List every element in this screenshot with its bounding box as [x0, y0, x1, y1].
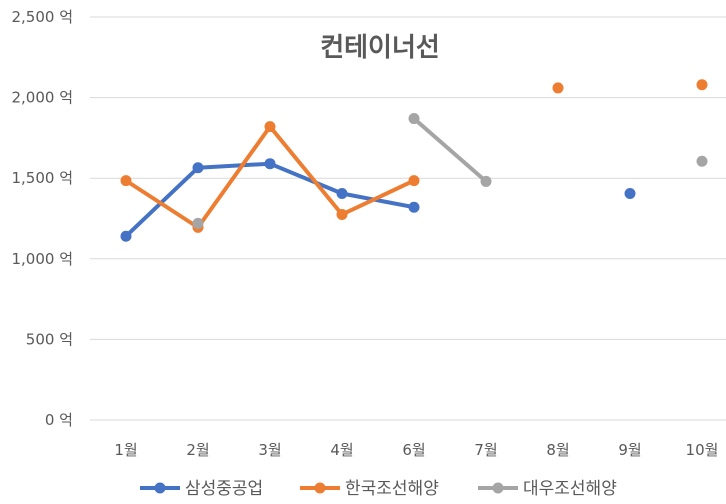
data-point	[408, 113, 420, 125]
legend-item: 한국조선해양	[300, 479, 439, 499]
data-point	[336, 188, 348, 200]
data-point	[696, 79, 708, 91]
data-point	[120, 230, 132, 242]
data-point	[264, 158, 276, 170]
x-tick-label: 8월	[546, 441, 569, 459]
data-point	[336, 208, 348, 220]
x-tick-label: 10월	[686, 441, 719, 459]
data-point	[408, 201, 420, 213]
legend-item: 대우조선해양	[478, 479, 617, 499]
data-point	[192, 162, 204, 174]
y-tick-label: 500 억	[26, 330, 73, 348]
x-axis: 1월 2월 3월 4월 6월 7월 8월 9월 10월	[114, 441, 718, 459]
data-point	[408, 175, 420, 187]
gridlines	[90, 16, 726, 421]
y-tick-label: 2,500 억	[11, 8, 73, 26]
data-point	[624, 188, 636, 200]
y-tick-label: 2,000 억	[11, 89, 73, 107]
x-tick-label: 3월	[258, 441, 281, 459]
x-tick-label: 7월	[474, 441, 497, 459]
legend: 삼성중공업 한국조선해양 대우조선해양	[140, 479, 617, 499]
series-1	[120, 158, 636, 242]
y-tick-label: 0 억	[45, 411, 73, 429]
x-tick-label: 2월	[186, 441, 209, 459]
data-point	[552, 82, 564, 94]
data-point	[264, 121, 276, 133]
chart-title: 컨테이너선	[320, 33, 440, 63]
series	[120, 79, 708, 242]
legend-item: 삼성중공업	[140, 479, 263, 499]
legend-marker	[492, 482, 504, 494]
legend-label: 대우조선해양	[523, 479, 617, 499]
series-2	[120, 79, 708, 233]
y-tick-label: 1,500 억	[11, 169, 73, 187]
x-tick-label: 9월	[618, 441, 641, 459]
series-3	[192, 113, 708, 229]
x-tick-label: 4월	[330, 441, 353, 459]
legend-label: 삼성중공업	[185, 479, 263, 499]
series-line	[412, 116, 488, 184]
legend-label: 한국조선해양	[345, 479, 439, 499]
data-point	[696, 155, 708, 167]
legend-marker	[154, 482, 166, 494]
y-tick-label: 1,000 억	[11, 250, 73, 268]
y-axis: 0 억 500 억 1,000 억 1,500 억 2,000 억 2,500 억	[11, 8, 73, 429]
x-tick-label: 1월	[114, 441, 137, 459]
legend-marker	[314, 482, 326, 494]
x-tick-label: 6월	[402, 441, 425, 459]
data-point	[120, 175, 132, 187]
data-point	[480, 175, 492, 187]
data-point	[192, 217, 204, 229]
series-line	[124, 124, 416, 230]
